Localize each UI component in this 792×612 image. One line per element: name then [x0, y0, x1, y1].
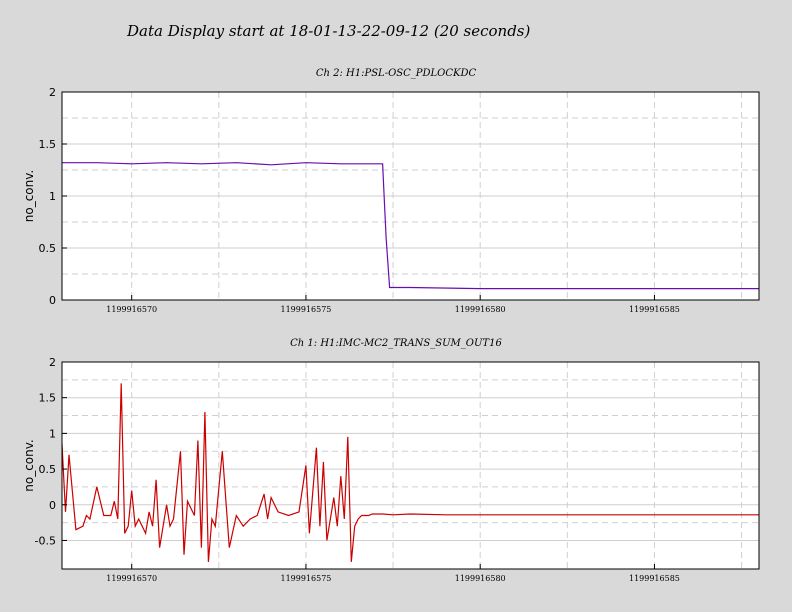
y-tick-label: 1: [49, 190, 56, 203]
y-tick-label: 1: [49, 427, 56, 440]
plot-area: [62, 362, 759, 569]
x-tick-label: 1199916575: [280, 574, 331, 583]
x-tick-label: 1199916585: [629, 305, 680, 314]
y-tick-label: 2: [49, 86, 56, 99]
plot-frame: [61, 361, 760, 570]
y-tick-label: 1.5: [39, 138, 57, 151]
series-line: [62, 162, 759, 290]
y-tick-label: 0: [49, 499, 56, 512]
y-tick-label: 2: [49, 356, 56, 369]
x-tick-label: 1199916570: [106, 305, 157, 314]
x-tick-label: 1199916575: [280, 305, 331, 314]
y-tick-label: 0.5: [39, 242, 57, 255]
series-line: [61, 383, 759, 562]
x-tick-label: 1199916570: [106, 574, 157, 583]
chart-title: Ch 2: H1:PSL-OSC_PDLOCKDC: [315, 68, 477, 79]
page-title: Data Display start at 18-01-13-22-09-12 …: [127, 22, 531, 40]
y-axis-label: no_conv.: [22, 439, 36, 491]
x-tick-label: 1199916580: [455, 305, 506, 314]
y-axis-label: no_conv.: [22, 170, 36, 222]
y-tick-label: 0: [49, 294, 56, 307]
y-tick-label: 0.5: [39, 463, 57, 476]
y-tick-label: -0.5: [35, 534, 56, 547]
x-tick-label: 1199916580: [455, 574, 506, 583]
x-tick-label: 1199916585: [629, 574, 680, 583]
y-tick-label: 1.5: [39, 392, 57, 405]
chart-title: Ch 1: H1:IMC-MC2_TRANS_SUM_OUT16: [290, 338, 502, 349]
